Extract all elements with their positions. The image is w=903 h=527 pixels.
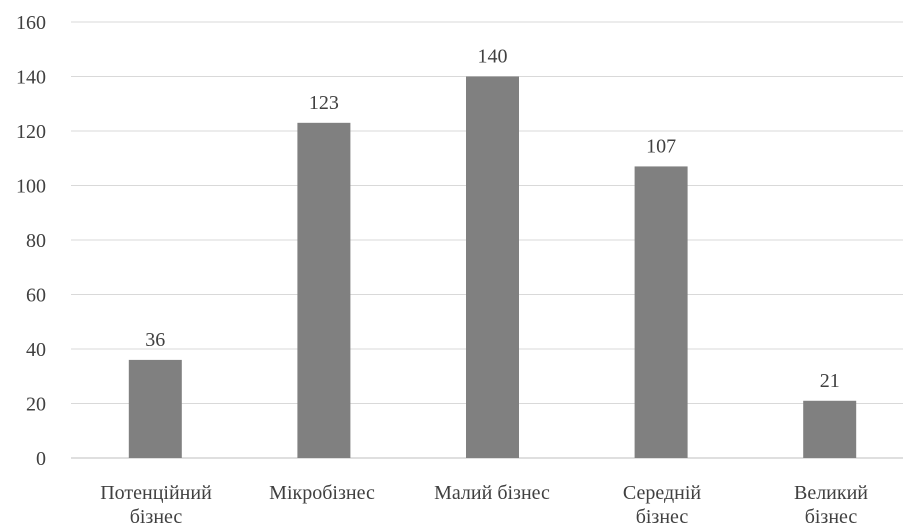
y-tick-label: 40 <box>26 339 46 361</box>
x-tick-label: Мікробізнес <box>269 482 375 504</box>
bar <box>634 166 688 459</box>
x-tick-label: Середній бізнес <box>623 482 702 527</box>
data-label: 21 <box>820 370 840 392</box>
y-tick-label: 100 <box>16 176 46 198</box>
x-tick-label-line: Середній <box>623 482 702 504</box>
x-tick-label-line: Потенційний <box>100 482 212 504</box>
bar <box>128 359 182 458</box>
data-labels: 36 123 140 107 21 <box>145 46 839 392</box>
y-tick-label: 60 <box>26 285 46 307</box>
y-tick-label: 120 <box>16 121 46 143</box>
x-tick-label-line: Малий бізнес <box>434 482 550 504</box>
data-label: 36 <box>145 329 165 351</box>
data-label: 107 <box>646 135 676 157</box>
x-tick-label-line: бізнес <box>805 506 858 527</box>
bars <box>128 76 857 459</box>
x-tick-label: Великий бізнес <box>794 482 868 527</box>
y-tick-label: 160 <box>16 12 46 34</box>
y-tick-label: 20 <box>26 394 46 416</box>
y-tick-label: 0 <box>36 448 46 470</box>
data-label: 123 <box>309 92 339 114</box>
y-tick-label: 140 <box>16 67 46 89</box>
x-tick-label: Малий бізнес <box>434 482 550 504</box>
x-tick-label-line: бізнес <box>636 506 689 527</box>
x-tick-label-line: Мікробізнес <box>269 482 375 504</box>
y-axis: 0 20 40 60 80 100 120 140 160 <box>16 12 46 470</box>
x-tick-label: Потенційний бізнес <box>100 482 212 527</box>
x-tick-label-line: бізнес <box>130 506 183 527</box>
x-tick-label-line: Великий <box>794 482 868 504</box>
data-label: 140 <box>478 46 508 68</box>
bar <box>297 122 351 458</box>
bar <box>803 400 857 458</box>
y-tick-label: 80 <box>26 230 46 252</box>
bar <box>466 76 519 458</box>
